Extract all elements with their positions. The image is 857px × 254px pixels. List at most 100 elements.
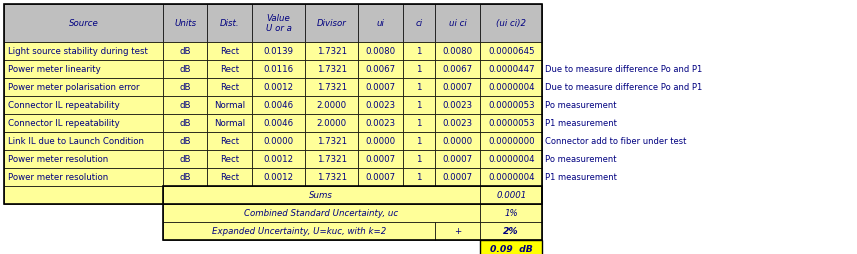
Text: 0.0046: 0.0046 — [263, 119, 294, 128]
Bar — [358, 114, 403, 132]
Text: Rect: Rect — [220, 173, 239, 182]
Bar — [435, 150, 480, 168]
Text: 0.0007: 0.0007 — [442, 155, 473, 164]
Text: +: + — [454, 227, 461, 235]
Text: dB: dB — [179, 173, 191, 182]
Bar — [403, 96, 435, 114]
Text: 0.0007: 0.0007 — [365, 173, 396, 182]
Text: 0.0023: 0.0023 — [442, 101, 473, 110]
Text: 0.0000053: 0.0000053 — [488, 101, 535, 110]
Bar — [163, 150, 207, 168]
Text: Rect: Rect — [220, 65, 239, 74]
Bar — [252, 4, 305, 42]
Bar — [163, 78, 207, 96]
Bar — [207, 186, 252, 204]
Text: 0.0007: 0.0007 — [442, 173, 473, 182]
Text: 1: 1 — [417, 101, 422, 110]
Bar — [435, 4, 480, 42]
Text: 2.0000: 2.0000 — [316, 119, 347, 128]
Bar — [252, 60, 305, 78]
Bar — [4, 60, 163, 78]
Text: 0.0000004: 0.0000004 — [488, 83, 535, 92]
Text: 0.0000004: 0.0000004 — [488, 155, 535, 164]
Bar — [207, 96, 252, 114]
Bar — [4, 150, 163, 168]
Text: 0.0012: 0.0012 — [263, 83, 294, 92]
Text: Po measurement: Po measurement — [545, 155, 616, 164]
Bar — [435, 168, 480, 186]
Text: 0.0023: 0.0023 — [442, 119, 473, 128]
Bar — [305, 42, 358, 60]
Text: ui: ui — [376, 19, 385, 28]
Text: dB: dB — [179, 137, 191, 146]
Bar — [480, 114, 542, 132]
Text: 0.0012: 0.0012 — [263, 155, 294, 164]
Bar — [305, 132, 358, 150]
Bar — [305, 96, 358, 114]
Bar — [480, 150, 542, 168]
Text: 1.7321: 1.7321 — [316, 47, 347, 56]
Text: 1: 1 — [417, 173, 422, 182]
Bar — [252, 168, 305, 186]
Bar — [358, 78, 403, 96]
Bar — [480, 42, 542, 60]
Bar — [252, 186, 305, 204]
Text: Rect: Rect — [220, 137, 239, 146]
Bar — [252, 150, 305, 168]
Text: dB: dB — [179, 65, 191, 74]
Bar — [252, 114, 305, 132]
Text: dB: dB — [179, 47, 191, 56]
Text: 0.0000: 0.0000 — [263, 137, 294, 146]
Bar — [163, 186, 480, 204]
Bar — [207, 150, 252, 168]
Text: 0.0007: 0.0007 — [442, 83, 473, 92]
Text: 0.0023: 0.0023 — [365, 101, 396, 110]
Bar — [403, 42, 435, 60]
Bar — [435, 222, 480, 240]
Bar — [207, 132, 252, 150]
Bar — [358, 4, 403, 42]
Bar — [207, 78, 252, 96]
Text: Due to measure difference Po and P1: Due to measure difference Po and P1 — [545, 65, 702, 74]
Bar — [163, 204, 480, 222]
Text: Divisor: Divisor — [317, 19, 346, 28]
Bar — [4, 96, 163, 114]
Text: 0.0000645: 0.0000645 — [488, 47, 535, 56]
Text: Light source stability during test: Light source stability during test — [8, 47, 147, 56]
Text: Connector add to fiber under test: Connector add to fiber under test — [545, 137, 686, 146]
Bar — [435, 132, 480, 150]
Bar — [435, 186, 480, 204]
Text: 0.0080: 0.0080 — [442, 47, 473, 56]
Text: 2%: 2% — [503, 227, 519, 235]
Bar — [305, 60, 358, 78]
Bar — [305, 78, 358, 96]
Bar — [435, 60, 480, 78]
Text: 1%: 1% — [504, 209, 518, 218]
Bar — [4, 4, 163, 42]
Bar — [163, 168, 207, 186]
Bar — [480, 168, 542, 186]
Bar — [207, 60, 252, 78]
Text: Normal: Normal — [214, 119, 245, 128]
Text: 0.0000000: 0.0000000 — [488, 137, 535, 146]
Text: dB: dB — [179, 83, 191, 92]
Text: dB: dB — [179, 101, 191, 110]
Text: 1: 1 — [417, 47, 422, 56]
Text: 0.0007: 0.0007 — [365, 155, 396, 164]
Bar — [435, 96, 480, 114]
Bar — [403, 168, 435, 186]
Bar — [358, 132, 403, 150]
Bar — [4, 114, 163, 132]
Bar — [480, 78, 542, 96]
Text: P1 measurement: P1 measurement — [545, 119, 617, 128]
Text: 0.0139: 0.0139 — [263, 47, 294, 56]
Text: 0.0046: 0.0046 — [263, 101, 294, 110]
Text: Rect: Rect — [220, 155, 239, 164]
Bar — [207, 4, 252, 42]
Text: 0.09  dB: 0.09 dB — [490, 245, 532, 253]
Text: Expanded Uncertainty, U=kuc, with k=2: Expanded Uncertainty, U=kuc, with k=2 — [212, 227, 387, 235]
Text: Sums: Sums — [309, 190, 333, 200]
Text: Rect: Rect — [220, 47, 239, 56]
Bar — [4, 78, 163, 96]
Text: (ui ci)2: (ui ci)2 — [496, 19, 526, 28]
